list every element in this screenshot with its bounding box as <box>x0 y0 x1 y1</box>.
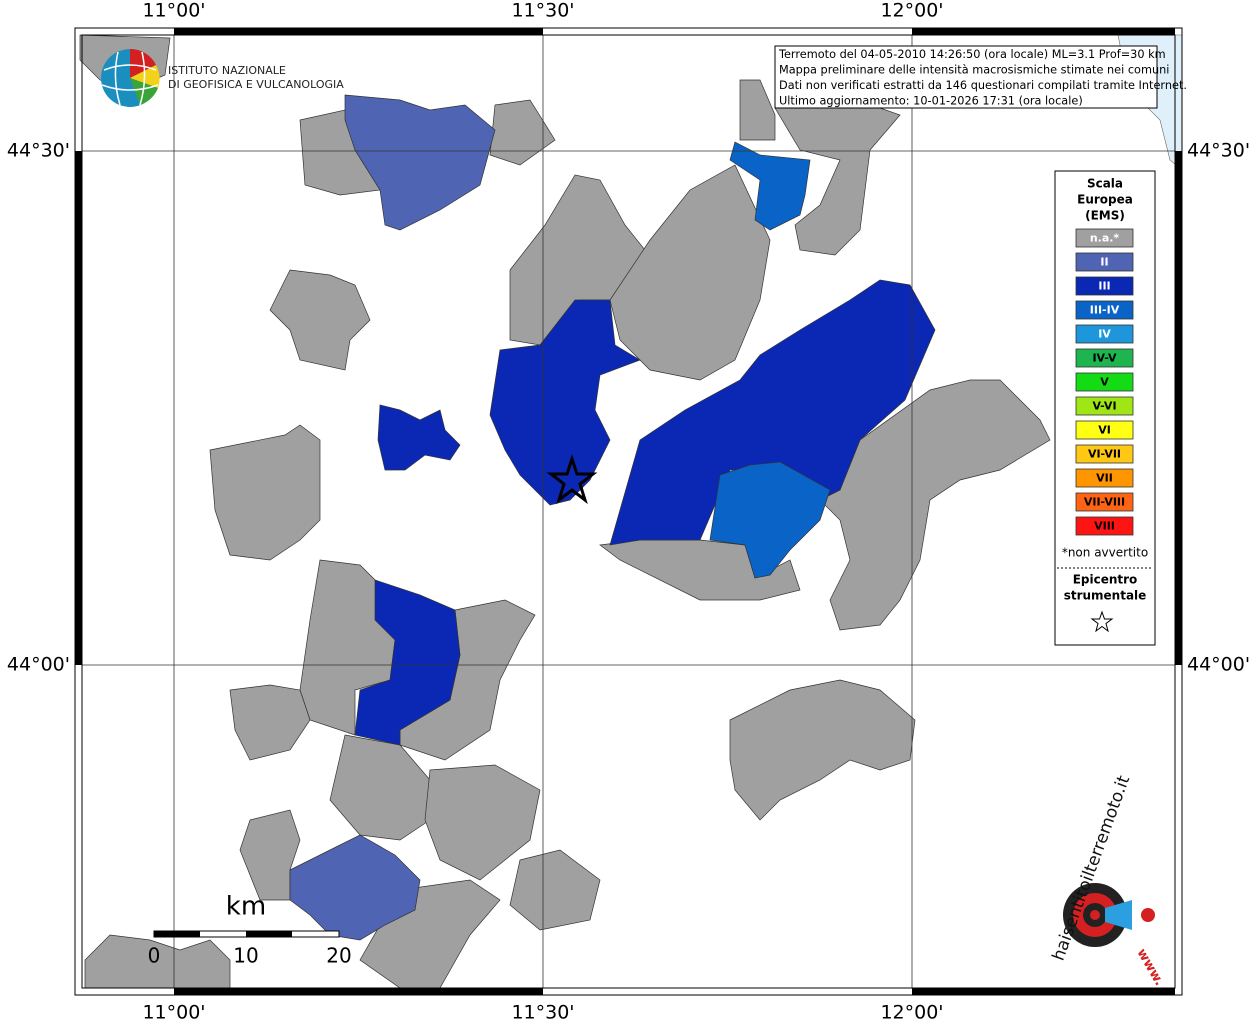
legend-label: VII <box>1096 472 1113 485</box>
longitude-label: 11°00' <box>142 1002 205 1024</box>
ingv-logo: ISTITUTO NAZIONALE DI GEOFISICA E VULCAN… <box>101 48 344 107</box>
legend-label: V <box>1100 376 1109 389</box>
legend-swatch <box>1075 396 1134 416</box>
latitude-label: 44°00' <box>1187 654 1250 676</box>
municipality <box>209 424 321 561</box>
logo-segment <box>130 48 156 78</box>
epicenter <box>546 454 598 505</box>
longitude-label: 12°00' <box>880 0 943 22</box>
legend-label: II <box>1100 256 1108 269</box>
scale-unit: km <box>226 892 266 922</box>
scale-label: 20 <box>326 944 351 968</box>
frame-band <box>174 28 543 35</box>
legend-swatch <box>1075 468 1134 488</box>
graticule <box>82 35 1175 988</box>
legend-label: VII-VIII <box>1084 496 1125 509</box>
legend-title: (EMS) <box>1085 209 1125 223</box>
legend-swatch <box>1075 348 1134 368</box>
frame-band <box>912 988 1175 995</box>
legend-swatch <box>1075 420 1134 440</box>
legend-label: VI <box>1098 424 1111 437</box>
municipality <box>509 849 601 931</box>
info-box-frame <box>774 45 1158 109</box>
site-logo-speaker <box>1105 900 1132 930</box>
epicenter-title: strumentale <box>1064 589 1147 603</box>
info-line: Terremoto del 04-05-2010 14:26:50 (ora l… <box>778 48 1166 61</box>
legend-swatch <box>1075 372 1134 392</box>
municipality <box>329 734 431 841</box>
institute-line: ISTITUTO NAZIONALE <box>168 64 286 77</box>
info-box: Terremoto del 04-05-2010 14:26:50 (ora l… <box>774 45 1187 109</box>
info-line: Dati non verificati estratti da 146 ques… <box>779 79 1187 92</box>
municipality <box>229 684 311 761</box>
municipality <box>609 279 936 546</box>
legend-label: VIII <box>1094 520 1115 533</box>
legend: Scala Europea (EMS) *non avvertito Epice… <box>1054 170 1156 646</box>
epicenter-title: Epicentro <box>1073 573 1138 587</box>
municipality <box>729 679 916 821</box>
municipality <box>424 764 541 881</box>
municipality <box>299 559 396 736</box>
municipality <box>377 404 461 471</box>
frame-band <box>174 988 543 995</box>
legend-swatch <box>1075 492 1134 512</box>
longitude-label: 11°00' <box>142 0 205 22</box>
legend-label: VI-VII <box>1088 448 1121 461</box>
municipality <box>344 94 496 231</box>
institute-line: DI GEOFISICA E VULCANOLOGIA <box>168 78 344 91</box>
municipality <box>289 834 421 941</box>
municipality <box>709 461 831 579</box>
legend-label: V-VI <box>1092 400 1116 413</box>
legend-swatch <box>1075 300 1134 320</box>
latitude-label: 44°30' <box>7 140 70 162</box>
legend-label: III-IV <box>1090 304 1120 317</box>
municipality <box>269 269 371 371</box>
legend-title: Scala <box>1087 177 1123 191</box>
site-logo-badge <box>1141 908 1155 922</box>
municipality <box>774 107 901 256</box>
legend-swatch <box>1075 324 1134 344</box>
site-logo-ring <box>1090 910 1100 920</box>
frame-band <box>912 28 1175 35</box>
longitude-label: 11°30' <box>511 1002 574 1024</box>
latitude-label: 44°30' <box>1187 140 1250 162</box>
logo-segment <box>130 78 158 105</box>
legend-swatch <box>1075 444 1134 464</box>
map-frame <box>74 27 1183 996</box>
legend-swatch <box>1075 276 1134 296</box>
scale-bar: km 0 10 20 <box>148 892 352 968</box>
municipality <box>354 579 461 746</box>
municipalities <box>79 34 1051 989</box>
legend-label: IV <box>1098 328 1111 341</box>
legend-label: n.a.* <box>1090 232 1120 245</box>
municipality <box>489 99 556 166</box>
scale-segment <box>154 931 200 937</box>
epicenter-star <box>546 454 598 505</box>
longitude-label: 12°00' <box>880 1002 943 1024</box>
logo-grid <box>101 51 159 106</box>
legend-note: *non avvertito <box>1062 546 1148 560</box>
legend-swatch <box>1075 228 1134 248</box>
scale-segment <box>246 931 292 937</box>
longitude-label: 11°30' <box>511 0 574 22</box>
legend-star <box>1090 610 1114 633</box>
latitude-label: 44°00' <box>7 654 70 676</box>
legend-label: IV-V <box>1092 352 1117 365</box>
municipality <box>729 141 811 231</box>
municipality <box>489 299 641 506</box>
info-line: Mappa preliminare delle intensità macros… <box>779 64 1169 77</box>
info-line: Ultimo aggiornamento: 10-01-2026 17:31 (… <box>779 95 1083 108</box>
frame-band <box>75 151 82 665</box>
legend-title: Europea <box>1077 193 1133 207</box>
legend-swatch <box>1075 516 1134 536</box>
municipality <box>739 79 776 141</box>
legend-label: III <box>1098 280 1110 293</box>
legend-swatch <box>1075 252 1134 272</box>
scale-label: 10 <box>233 944 258 968</box>
frame-band <box>1175 151 1182 665</box>
municipality <box>819 379 1051 631</box>
scale-label: 0 <box>148 944 161 968</box>
